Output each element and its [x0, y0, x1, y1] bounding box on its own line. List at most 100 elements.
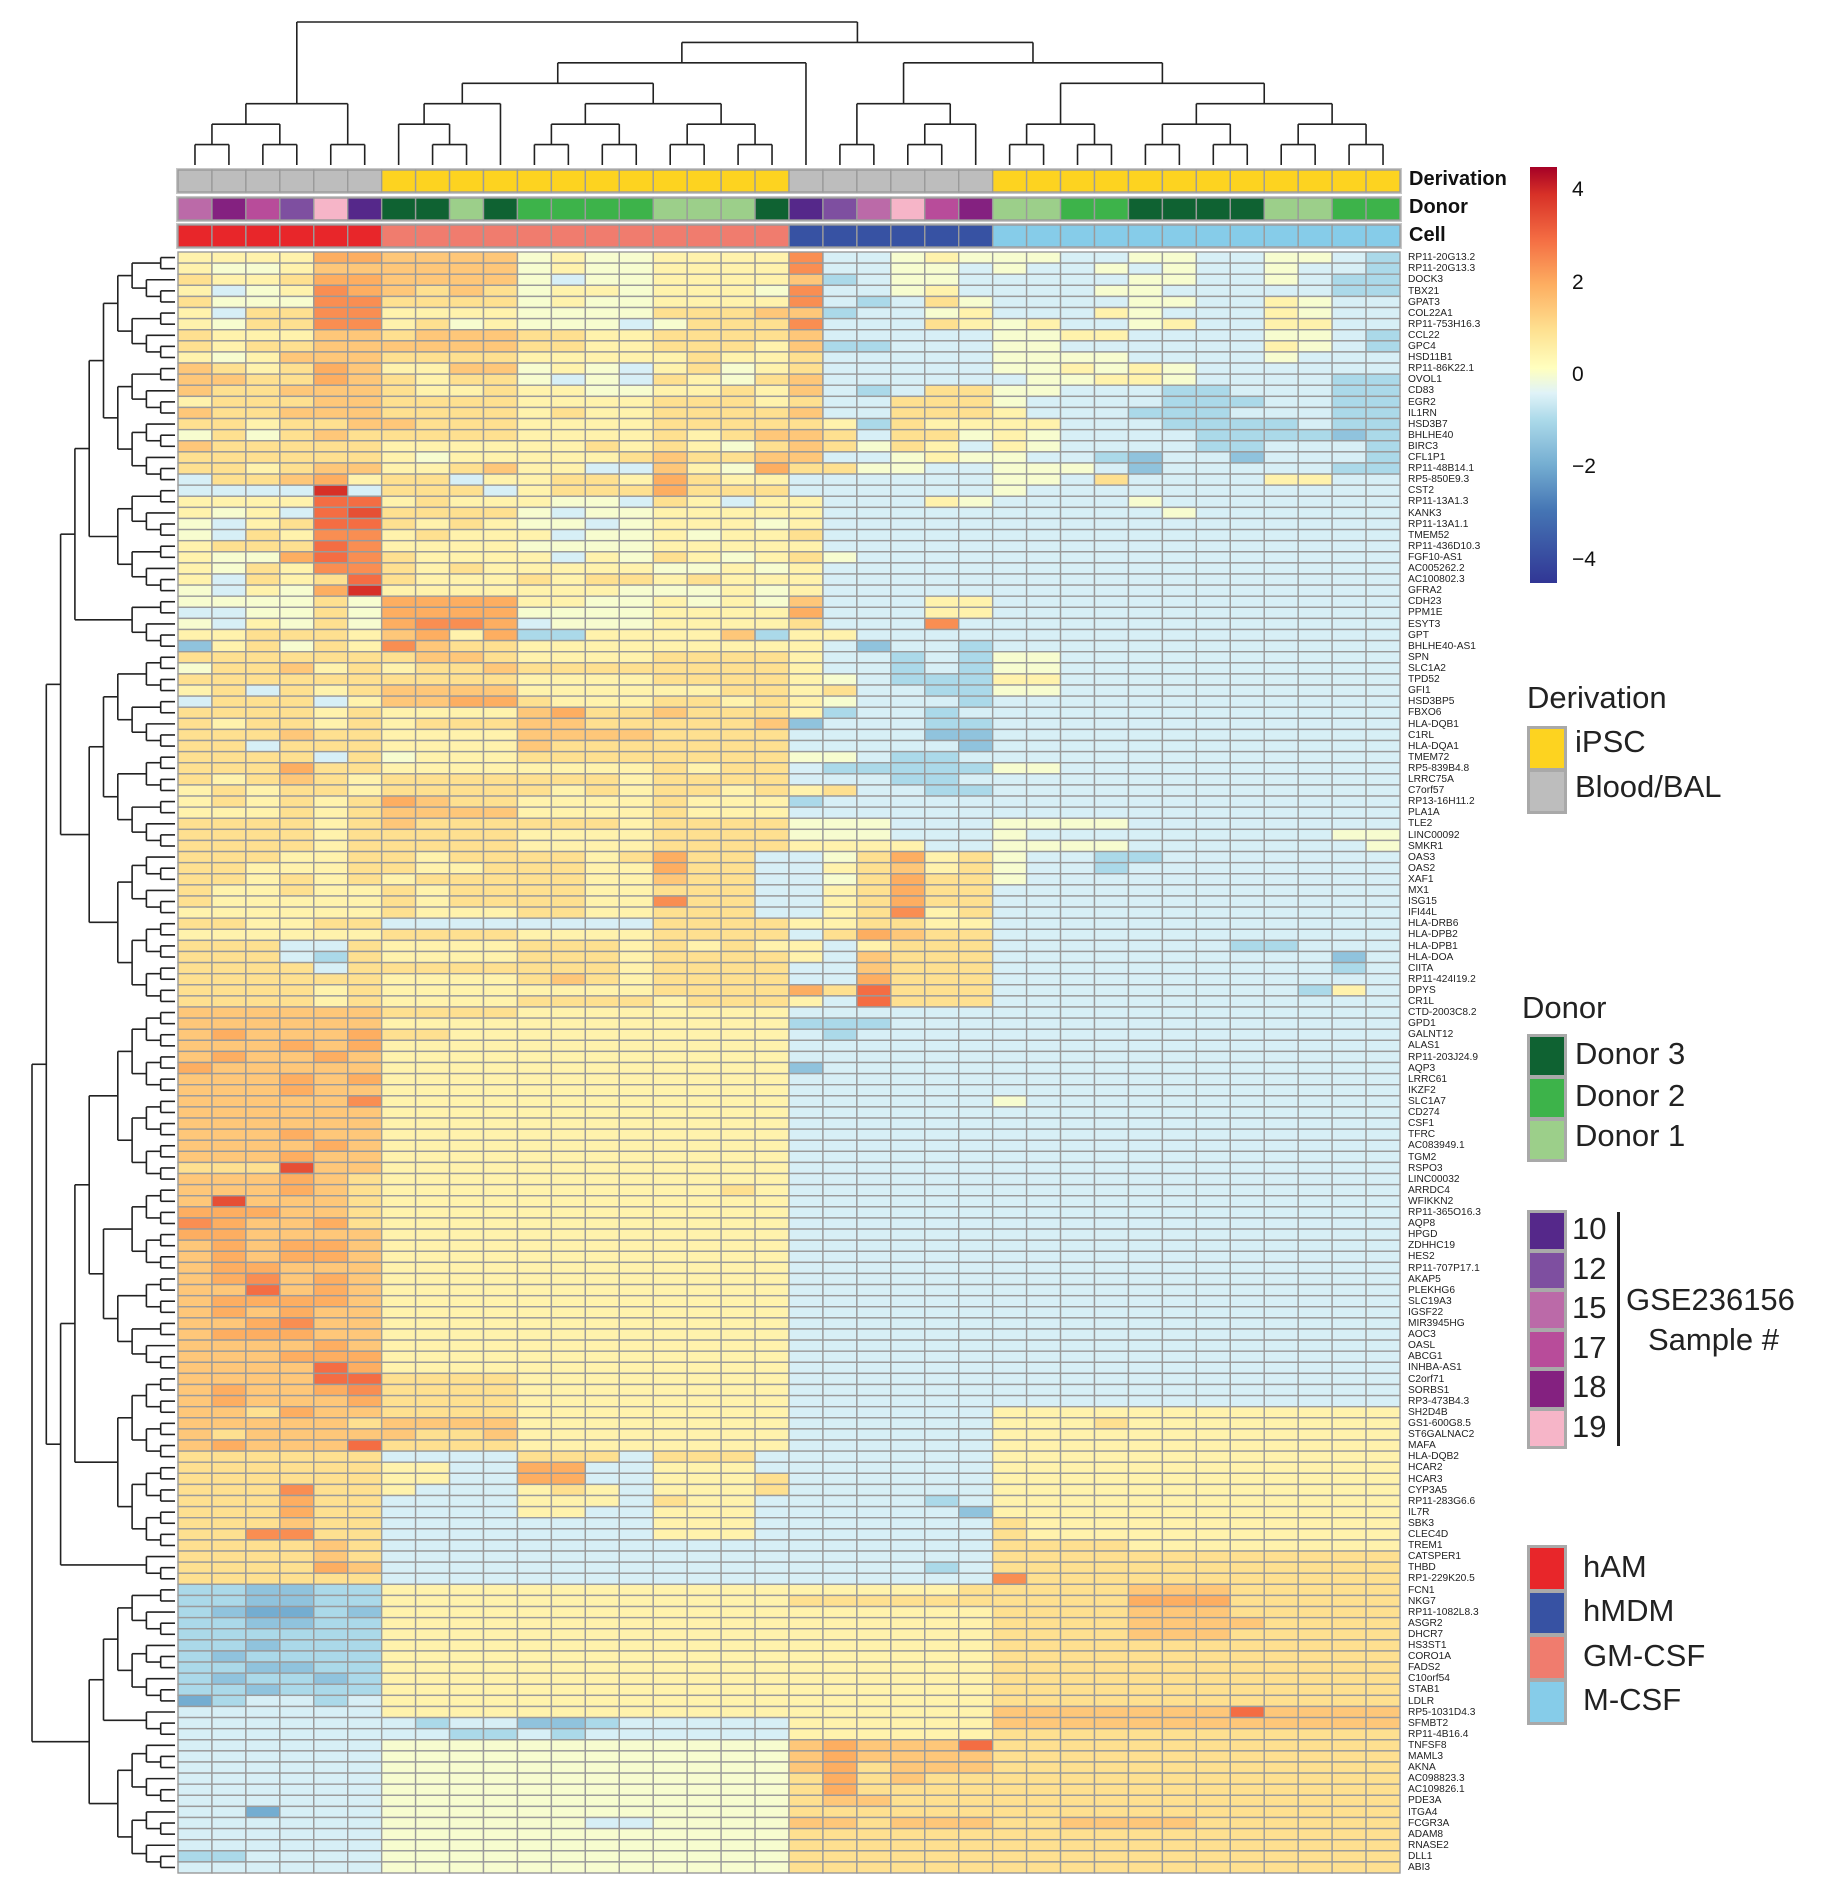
heatmap-cell	[279, 750, 315, 764]
heatmap-cell	[347, 1183, 383, 1197]
heatmap-cell	[1195, 1172, 1231, 1186]
heatmap-cell	[245, 884, 281, 897]
heatmap-cell	[1025, 462, 1062, 475]
heatmap-cell	[686, 495, 722, 509]
heatmap-cell	[890, 895, 926, 908]
heatmap-cell	[1059, 1228, 1096, 1241]
heatmap-cell	[1263, 1272, 1299, 1286]
heatmap-cell	[211, 1494, 247, 1508]
heatmap-cell	[177, 1616, 213, 1630]
heatmap-cell	[1297, 451, 1333, 464]
heatmap-cell	[347, 961, 383, 975]
heatmap-cell	[1025, 1206, 1062, 1219]
heatmap-cell	[958, 1150, 994, 1164]
heatmap-cell	[482, 695, 519, 708]
heatmap-cell	[584, 717, 620, 731]
heatmap-cell	[652, 628, 688, 642]
heatmap-cell	[1195, 928, 1231, 942]
heatmap-cell	[279, 1328, 315, 1341]
heatmap-cell	[550, 1450, 587, 1463]
heatmap-cell	[754, 1072, 790, 1086]
heatmap-cell	[1161, 1106, 1198, 1119]
heatmap-cell	[686, 406, 722, 420]
heatmap-cell	[279, 1372, 315, 1386]
heatmap-cell	[245, 1306, 281, 1319]
heatmap-cell	[1025, 728, 1062, 742]
heatmap-cell	[414, 1405, 451, 1419]
heatmap-cell	[380, 972, 417, 986]
heatmap-cell	[347, 340, 383, 353]
heatmap-cell	[618, 1583, 654, 1597]
heatmap-cell	[958, 861, 994, 875]
heatmap-cell	[720, 417, 756, 431]
heatmap-cell	[448, 1483, 485, 1497]
heatmap-cell	[550, 873, 587, 886]
heatmap-cell	[245, 262, 281, 275]
heatmap-cell	[924, 961, 960, 975]
heatmap-cell	[788, 1084, 824, 1097]
heatmap-cell	[177, 606, 213, 620]
heatmap-cell	[516, 484, 553, 497]
heatmap-cell	[958, 1017, 994, 1030]
heatmap-cell	[618, 440, 654, 453]
heatmap-cell	[550, 395, 587, 409]
heatmap-cell	[347, 595, 383, 608]
heatmap-cell	[1195, 506, 1231, 520]
heatmap-cell	[652, 684, 688, 697]
heatmap-cell	[958, 1161, 994, 1175]
heatmap-cell	[1161, 1528, 1198, 1541]
heatmap-cell	[720, 773, 756, 786]
heatmap-cell	[686, 1106, 722, 1119]
heatmap-cell	[313, 1583, 349, 1597]
heatmap-cell	[1093, 1583, 1130, 1597]
heatmap-cell	[1195, 1250, 1231, 1264]
heatmap-cell	[347, 1550, 383, 1563]
heatmap-cell	[584, 706, 620, 720]
heatmap-cell	[1025, 850, 1062, 864]
heatmap-cell	[1195, 739, 1231, 753]
heatmap-cell	[211, 1328, 247, 1341]
heatmap-cell	[958, 695, 994, 708]
heatmap-cell	[516, 262, 553, 275]
heatmap-cell	[924, 284, 960, 298]
heatmap-cell	[720, 784, 756, 797]
heatmap-cell	[1365, 806, 1401, 819]
heatmap-cell	[380, 1561, 417, 1574]
heatmap-cell	[1297, 1361, 1333, 1375]
heatmap-cell	[991, 617, 1028, 631]
heatmap-cell	[1025, 517, 1062, 531]
heatmap-cell	[822, 295, 858, 309]
heatmap-cell	[1229, 728, 1265, 742]
heatmap-cell	[788, 1428, 824, 1441]
heatmap-cell	[347, 1028, 383, 1041]
heatmap-cell	[584, 306, 620, 320]
heatmap-cell	[482, 1428, 519, 1441]
heatmap-cell	[1161, 950, 1198, 964]
heatmap-cell	[1059, 1461, 1096, 1475]
heatmap-cell	[1093, 351, 1130, 364]
heatmap-cell	[1195, 684, 1231, 697]
heatmap-cell	[482, 517, 519, 531]
heatmap-cell	[347, 1372, 383, 1386]
heatmap-cell	[618, 384, 654, 398]
heatmap-cell	[1263, 373, 1299, 386]
heatmap-cell	[890, 1183, 926, 1197]
heatmap-cell	[890, 817, 926, 831]
heatmap-cell	[1229, 1161, 1265, 1175]
heatmap-cell	[1263, 1017, 1299, 1030]
heatmap-cell	[177, 362, 213, 375]
heatmap-cell	[279, 673, 315, 686]
heatmap-cell	[1331, 1517, 1367, 1530]
heatmap-cell	[958, 906, 994, 919]
heatmap-cell	[924, 972, 960, 986]
heatmap-cell	[822, 739, 858, 753]
heatmap-cell	[279, 1061, 315, 1075]
heatmap-cell	[279, 1106, 315, 1119]
heatmap-cell	[482, 884, 519, 897]
heatmap-cell	[177, 1294, 213, 1308]
heatmap-cell	[177, 562, 213, 575]
heatmap-cell	[1093, 506, 1130, 520]
heatmap-cell	[1263, 650, 1299, 664]
heatmap-cell	[1195, 306, 1231, 320]
heatmap-cell	[482, 939, 519, 953]
